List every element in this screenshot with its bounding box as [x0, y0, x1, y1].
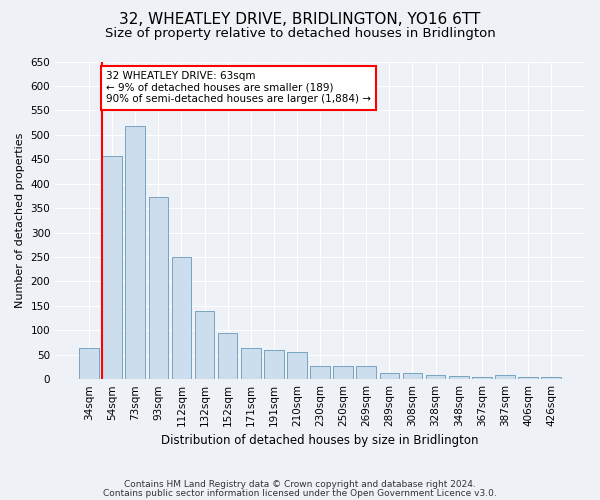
Bar: [172, 258, 191, 379]
Bar: [264, 350, 284, 379]
Text: Contains public sector information licensed under the Open Government Licence v3: Contains public sector information licen…: [103, 489, 497, 498]
Bar: [79, 348, 99, 379]
Bar: [334, 366, 353, 379]
Bar: [103, 156, 122, 379]
Bar: [380, 374, 399, 379]
Y-axis label: Number of detached properties: Number of detached properties: [15, 132, 25, 308]
Bar: [449, 376, 469, 379]
Bar: [218, 333, 238, 379]
Bar: [356, 366, 376, 379]
X-axis label: Distribution of detached houses by size in Bridlington: Distribution of detached houses by size …: [161, 434, 479, 448]
Bar: [518, 376, 538, 379]
Text: Contains HM Land Registry data © Crown copyright and database right 2024.: Contains HM Land Registry data © Crown c…: [124, 480, 476, 489]
Bar: [287, 352, 307, 379]
Bar: [310, 366, 330, 379]
Text: 32, WHEATLEY DRIVE, BRIDLINGTON, YO16 6TT: 32, WHEATLEY DRIVE, BRIDLINGTON, YO16 6T…: [119, 12, 481, 28]
Bar: [195, 311, 214, 379]
Bar: [125, 126, 145, 379]
Bar: [472, 376, 491, 379]
Text: Size of property relative to detached houses in Bridlington: Size of property relative to detached ho…: [104, 28, 496, 40]
Bar: [403, 374, 422, 379]
Bar: [241, 348, 260, 379]
Bar: [495, 376, 515, 379]
Bar: [541, 376, 561, 379]
Bar: [426, 375, 445, 379]
Text: 32 WHEATLEY DRIVE: 63sqm
← 9% of detached houses are smaller (189)
90% of semi-d: 32 WHEATLEY DRIVE: 63sqm ← 9% of detache…: [106, 72, 371, 104]
Bar: [149, 198, 168, 379]
